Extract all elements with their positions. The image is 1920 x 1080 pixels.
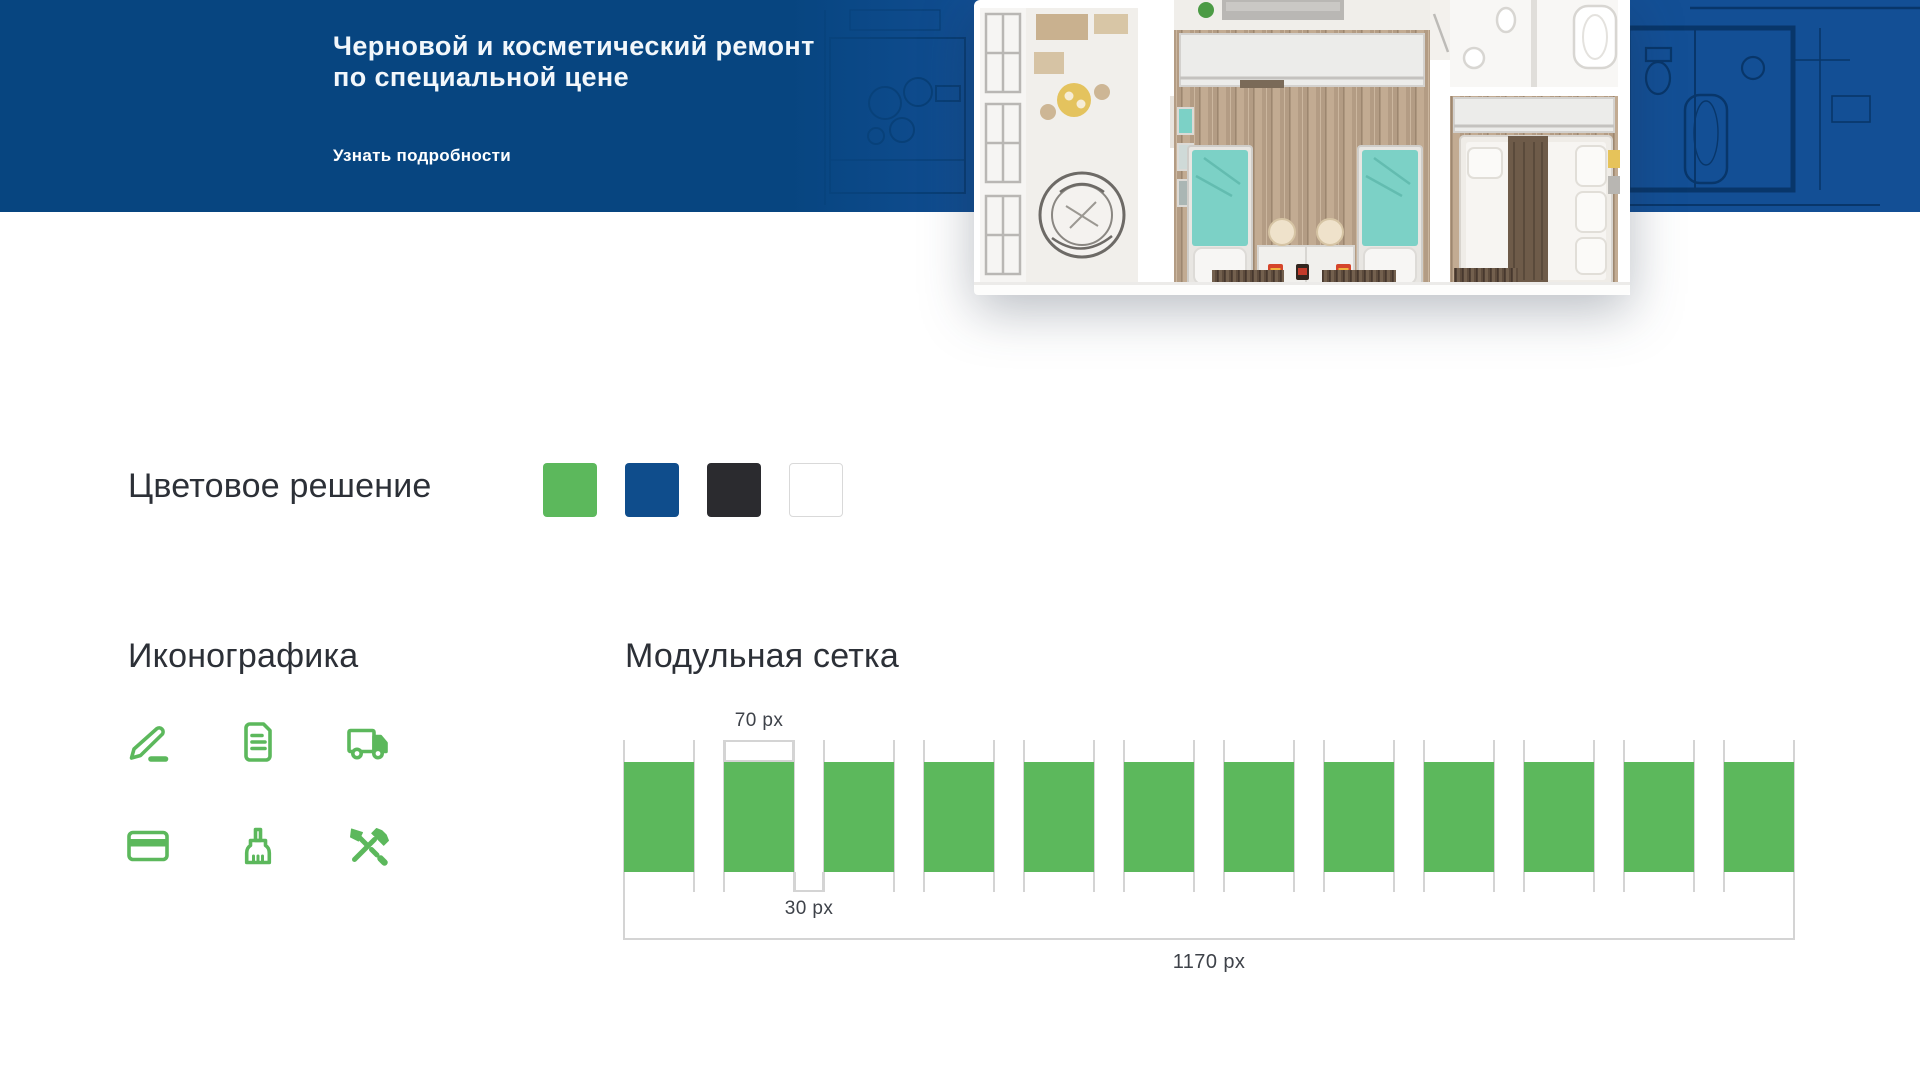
grid-column (1324, 762, 1394, 872)
color-swatch-blue (625, 463, 679, 517)
grid-guide-line (1393, 740, 1395, 892)
paint-brush-icon (234, 822, 282, 870)
grid-column (624, 762, 694, 872)
total-width-bracket (624, 938, 1794, 940)
grid-guide-line (893, 740, 895, 892)
gutter-width-bracket (794, 872, 824, 892)
column-width-bracket (724, 740, 794, 762)
grid-guide-line (1293, 740, 1295, 892)
edit-pencil-icon (124, 718, 172, 766)
grid-column (724, 762, 794, 872)
grid-column (1024, 762, 1094, 872)
color-swatch-green (543, 463, 597, 517)
grid-guide-line (993, 740, 995, 892)
banner-headline-line1: Черновой и косметический ремонт (333, 31, 815, 61)
color-swatch-white (789, 463, 843, 517)
column-width-label: 70 px (734, 710, 784, 731)
grid-guide-line (1193, 740, 1195, 892)
grid-column (924, 762, 994, 872)
grid-column (1724, 762, 1794, 872)
grid-guide-line (1793, 740, 1795, 940)
color-swatch-dark (707, 463, 761, 517)
grid-guide-line (1493, 740, 1495, 892)
grid-column (1124, 762, 1194, 872)
details-link[interactable]: Узнать подробности (333, 146, 511, 165)
color-swatches (543, 463, 871, 517)
grid-column (1624, 762, 1694, 872)
document-icon (234, 718, 282, 766)
grid-column (1424, 762, 1494, 872)
colors-section-title: Цветовое решение (128, 467, 432, 505)
grid-guide-line (1593, 740, 1595, 892)
total-width-label: 1170 px (1172, 951, 1246, 973)
credit-card-icon (124, 822, 172, 870)
grid-guide-line (1693, 740, 1695, 892)
grid-column (1524, 762, 1594, 872)
banner-headline-line2: по специальной цене (333, 62, 630, 92)
promo-banner: Черновой и косметический ремонт по специ… (0, 0, 1920, 212)
grid-guide-line (693, 740, 695, 892)
modular-grid: 70 px 30 px 1170 px (623, 710, 1795, 980)
grid-guide-line (793, 740, 795, 892)
grid-column (824, 762, 894, 872)
banner-headline: Черновой и косметический ремонт по специ… (333, 31, 815, 93)
floorplan-3d-render (974, 0, 1630, 295)
icons-section-title: Иконографика (128, 637, 359, 675)
blueprint-fade-overlay (790, 0, 1010, 212)
gutter-width-label: 30 px (784, 898, 834, 919)
delivery-truck-icon (344, 718, 392, 766)
repair-tools-icon (344, 822, 392, 870)
iconography-grid (124, 718, 392, 870)
grid-guide-line (1093, 740, 1095, 892)
grid-column (1224, 762, 1294, 872)
grid-section-title: Модульная сетка (625, 637, 899, 675)
